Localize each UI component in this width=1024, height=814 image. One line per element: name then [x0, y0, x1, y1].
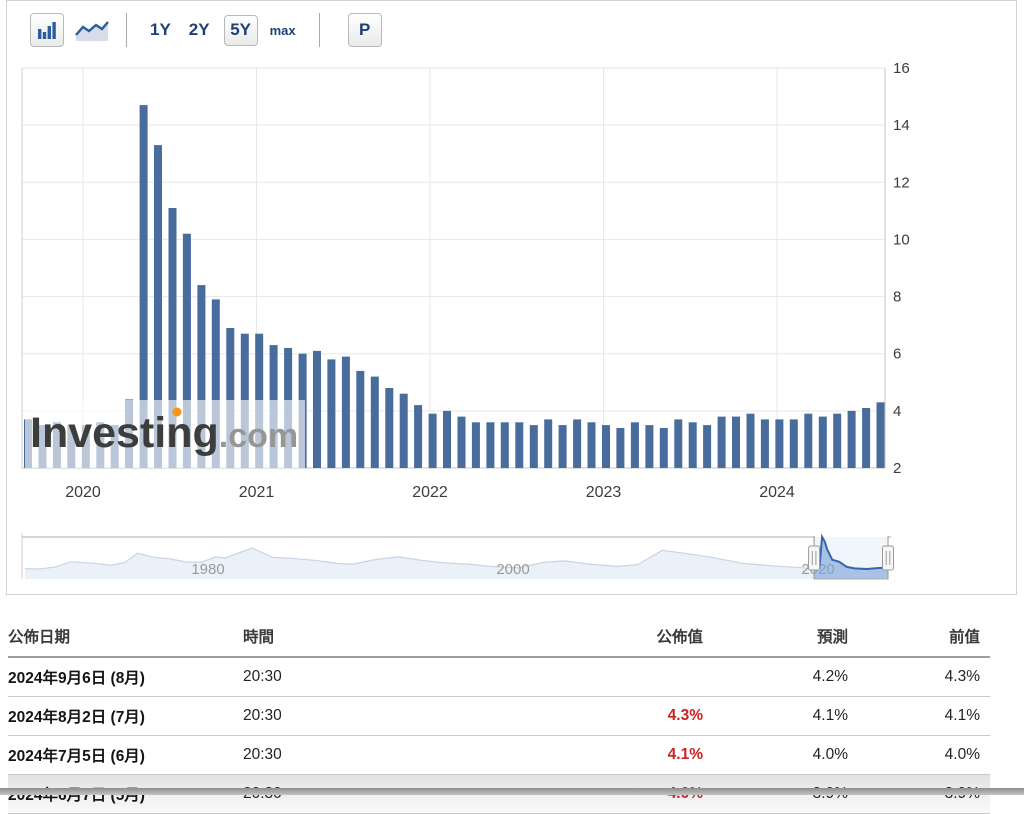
svg-text:2021: 2021 — [239, 484, 275, 501]
svg-text:12: 12 — [893, 174, 910, 191]
actual-cell: 4.3% — [428, 696, 713, 736]
range-button-1y[interactable]: 1Y — [150, 20, 171, 39]
p-toggle-button[interactable]: P — [347, 13, 382, 47]
investing-logo: Investing.com — [30, 409, 298, 457]
bar-chart-icon — [38, 22, 56, 39]
forecast-cell: 4.1% — [713, 696, 858, 736]
col-header-previous: 前值 — [858, 616, 990, 658]
release-date-cell: 2024年8月2日 (7月) — [8, 696, 243, 736]
svg-text:2: 2 — [893, 460, 901, 477]
actual-cell: 4.1% — [428, 735, 713, 775]
area-chart-type-button[interactable] — [72, 14, 112, 46]
chart-toolbar: 1Y 2Y 5Y max P — [30, 12, 382, 48]
toolbar-divider — [126, 13, 127, 47]
col-header-forecast: 預測 — [713, 616, 858, 658]
releases-table: 公佈日期 時間 公佈值 預測 前值 2024年9月6日 (8月) 20:30 4.2… — [8, 616, 990, 814]
col-header-actual: 公佈值 — [428, 616, 713, 658]
main-chart-plot[interactable] — [22, 68, 885, 468]
svg-text:8: 8 — [893, 289, 901, 306]
navigator-selection[interactable] — [25, 533, 888, 579]
table-row: 2024年9月6日 (8月) 20:30 4.2% 4.3% — [8, 657, 990, 697]
y-axis-labels: 16 14 12 10 8 6 4 2 — [893, 60, 910, 477]
svg-text:6: 6 — [893, 346, 901, 363]
navigator-left-handle[interactable] — [808, 536, 821, 579]
svg-text:14: 14 — [893, 117, 910, 134]
navigator[interactable]: 198020002020 — [21, 533, 894, 580]
release-date-cell: 2024年7月5日 (6月) — [8, 735, 243, 775]
table-row: 2024年7月5日 (6月) 20:30 4.1% 4.0% 4.0% — [8, 735, 990, 775]
x-axis-labels: 2020 2021 2022 2023 2024 — [65, 484, 795, 501]
svg-text:2022: 2022 — [412, 484, 448, 501]
watermark: Investing.com — [25, 400, 305, 468]
svg-text:2000: 2000 — [496, 561, 529, 578]
chart-area: Investing.com 16141210864220202021202220… — [21, 60, 910, 580]
navigator-right-handle[interactable] — [882, 536, 894, 579]
svg-text:10: 10 — [893, 231, 910, 248]
svg-text:2023: 2023 — [586, 484, 622, 501]
range-button-2y[interactable]: 2Y — [188, 20, 210, 39]
economic-chart-svg: Investing.com 16141210864220202021202220… — [21, 60, 910, 580]
area-chart-icon — [75, 21, 109, 41]
svg-text:4: 4 — [893, 403, 901, 420]
col-header-time: 時間 — [243, 616, 428, 658]
svg-text:2024: 2024 — [759, 484, 795, 501]
release-date-cell: 2024年9月6日 (8月) — [8, 657, 243, 697]
table-header-row: 公佈日期 時間 公佈值 預測 前值 — [8, 616, 990, 658]
table-row: 2024年8月2日 (7月) 20:30 4.3% 4.1% 4.1% — [8, 696, 990, 736]
previous-cell: 4.1% — [858, 696, 990, 736]
previous-cell: 4.0% — [858, 735, 990, 775]
forecast-cell: 4.0% — [713, 735, 858, 775]
navigator-series — [24, 534, 889, 579]
time-cell: 20:30 — [243, 735, 428, 775]
previous-cell: 4.3% — [858, 657, 990, 697]
releases-table-wrap: 公佈日期 時間 公佈值 預測 前值 2024年9月6日 (8月) 20:30 4.2… — [0, 616, 1024, 814]
actual-cell — [428, 657, 713, 697]
bar-chart-type-button[interactable] — [30, 13, 64, 47]
range-button-max[interactable]: max — [269, 22, 296, 38]
svg-text:2020: 2020 — [65, 484, 101, 501]
range-button-5y[interactable]: 5Y — [223, 14, 258, 46]
toolbar-divider — [318, 13, 320, 47]
table-bottom-strip — [0, 788, 1024, 795]
svg-text:1980: 1980 — [191, 561, 224, 578]
svg-text:16: 16 — [893, 60, 910, 77]
releases-tbody: 2024年9月6日 (8月) 20:30 4.2% 4.3% 2024年8月2日 (7月… — [8, 657, 990, 814]
forecast-cell: 4.2% — [713, 657, 858, 697]
time-cell: 20:30 — [243, 696, 428, 736]
time-cell: 20:30 — [243, 657, 428, 697]
col-header-release-date: 公佈日期 — [8, 616, 243, 658]
